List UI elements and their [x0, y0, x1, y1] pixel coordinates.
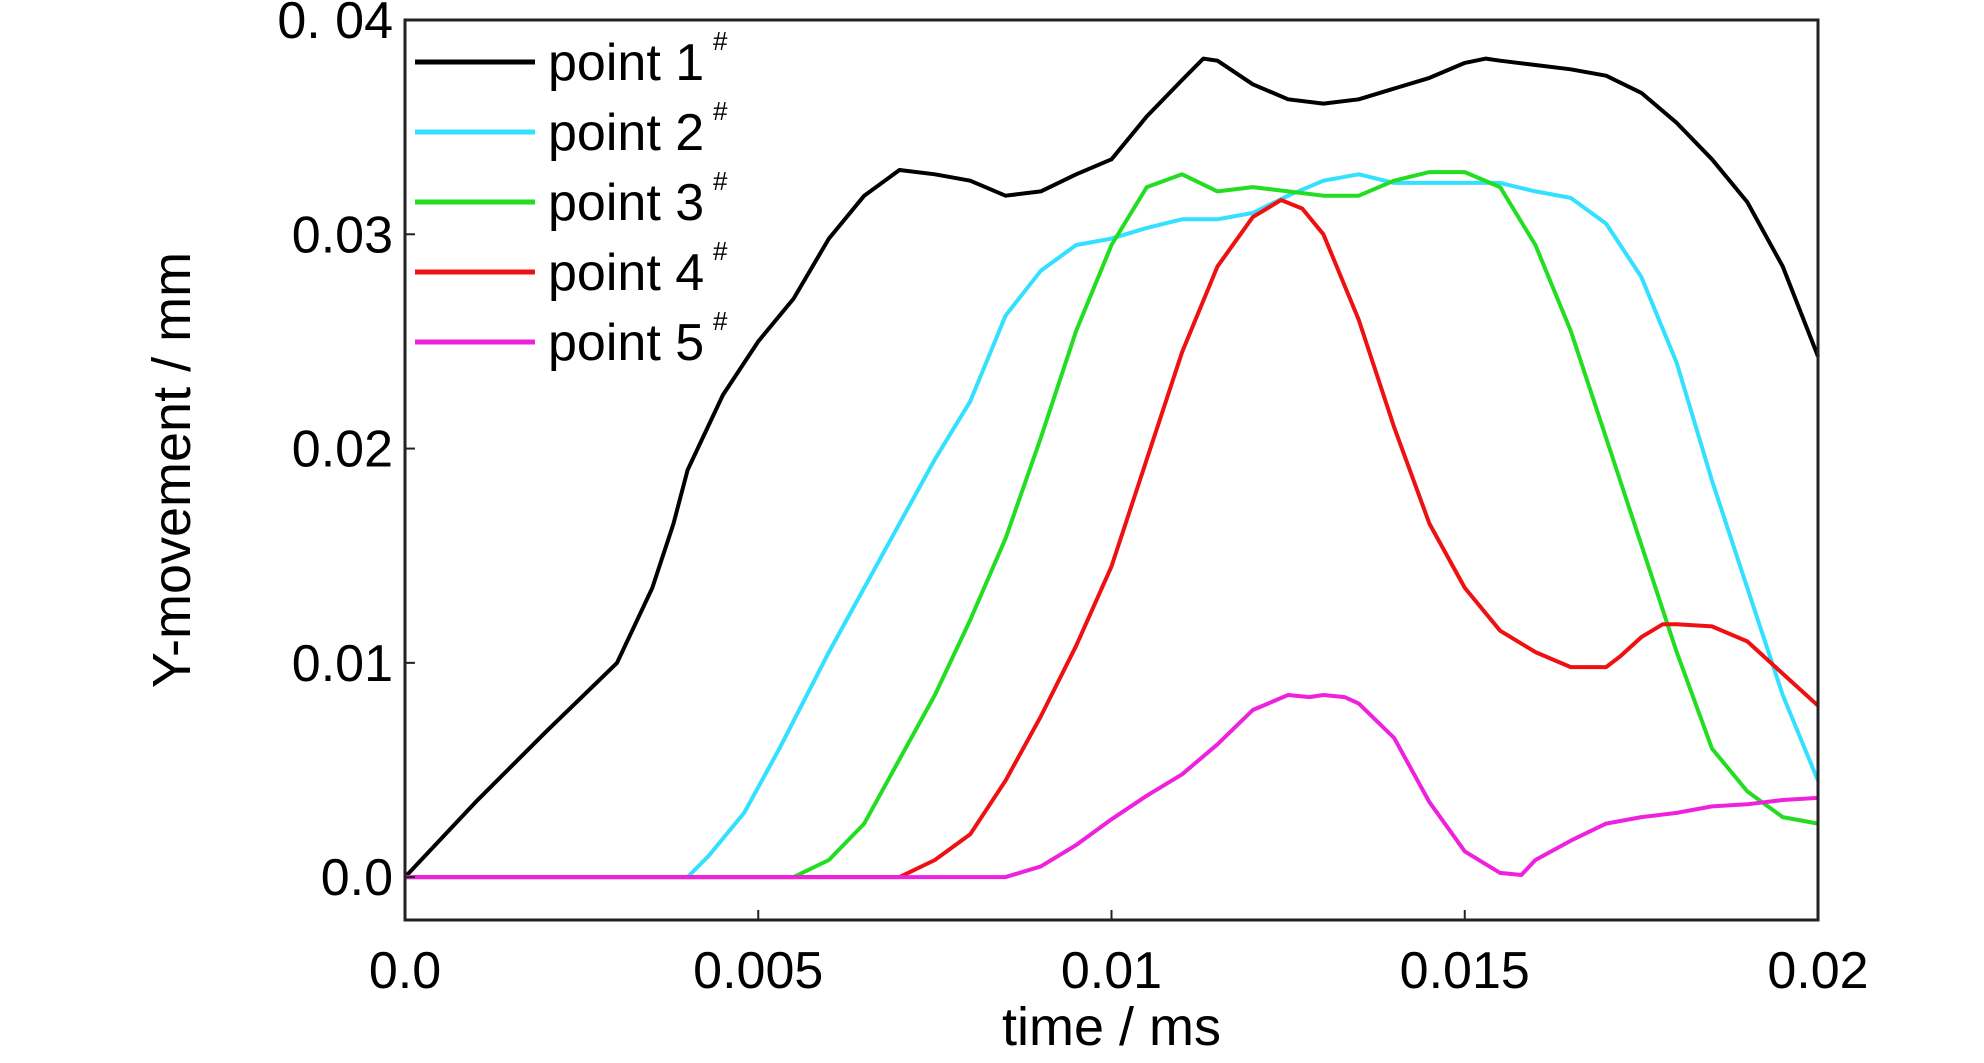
series-lines [403, 56, 1820, 880]
x-tick-label: 0.01 [1061, 942, 1162, 1000]
y-tick-label: 0.03 [292, 206, 393, 264]
legend-label-3: point 3 [548, 174, 704, 232]
y-tick-label: 0. 04 [277, 0, 393, 50]
legend-label-2: point 2 [548, 104, 704, 162]
series-line-2 [405, 172, 1820, 880]
legend-superscript: # [713, 26, 728, 56]
x-tick-label: 0.0 [369, 942, 441, 1000]
legend-label-5: point 5 [548, 314, 704, 372]
series-line-5 [405, 693, 1819, 880]
y-tick-label: 0.01 [292, 635, 393, 693]
x-tick-label: 0.015 [1400, 942, 1530, 1000]
x-axis-title: time / ms [1002, 997, 1221, 1057]
legend: point 1 # point 2 # point 3 # point 4 # point 5 # [415, 26, 728, 372]
legend-superscript: # [713, 96, 728, 126]
y-tick-label: 0.02 [292, 421, 393, 479]
x-axis-ticks: 0.0 0.005 0.01 0.015 0.02 [369, 910, 1869, 1000]
x-tick-label: 0.02 [1767, 942, 1868, 1000]
legend-superscript: # [713, 166, 728, 196]
series-line-4 [405, 198, 1820, 880]
series-line-3 [405, 170, 1819, 880]
y-tick-label: 0.0 [321, 849, 393, 907]
y-axis-ticks: 0.0 0.01 0.02 0.03 0. 04 [277, 0, 415, 907]
y-axis-title: Y-movement / mm [142, 252, 202, 688]
series-line-1 [403, 56, 1820, 879]
legend-label-1: point 1 [548, 34, 704, 92]
legend-superscript: # [713, 236, 728, 266]
legend-superscript: # [713, 306, 728, 336]
x-tick-label: 0.005 [693, 942, 823, 1000]
legend-label-4: point 4 [548, 244, 704, 302]
